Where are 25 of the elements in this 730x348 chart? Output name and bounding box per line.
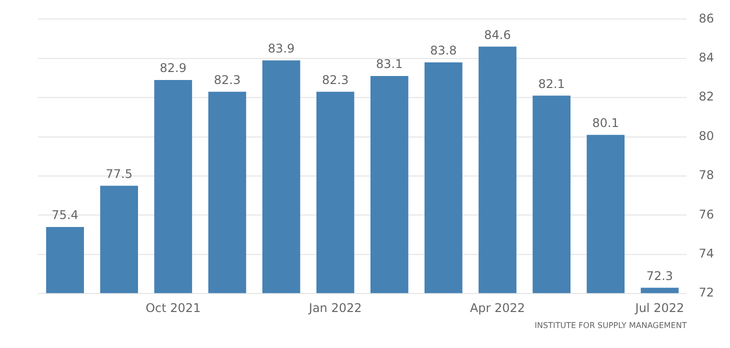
data-label: 82.9 [160, 61, 187, 76]
y-tick-label: 84 [698, 50, 714, 65]
x-tick-label: Oct 2021 [146, 300, 201, 315]
data-label: 82.3 [322, 72, 349, 87]
y-tick-label: 76 [698, 207, 714, 222]
text: INSTITUTE FOR SUPPLY MANAGEMENT [534, 321, 687, 330]
data-label: 83.1 [376, 57, 403, 72]
data-label: 83.9 [268, 41, 295, 56]
data-label: 75.4 [52, 208, 78, 222]
data-label: 83.8 [430, 43, 457, 58]
x-tick-label: Apr 2022 [470, 300, 526, 315]
data-label: 84.6 [484, 28, 511, 42]
y-tick-label: 74 [698, 246, 714, 261]
data-label: 82.1 [538, 76, 565, 91]
data-label: 77.5 [106, 166, 132, 181]
y-tick-label: 82 [698, 90, 714, 104]
x-tick-label: Jul 2022 [634, 300, 684, 315]
data-label: 80.1 [592, 116, 619, 130]
y-tick-label: 80 [698, 128, 714, 143]
x-tick-label: Jan 2022 [308, 300, 362, 315]
data-label: 72.3 [646, 268, 674, 283]
y-tick-label: 72 [698, 286, 714, 300]
y-tick-label: 86 [698, 11, 714, 26]
data-label: 82.3 [214, 72, 241, 87]
y-tick-label: 78 [698, 168, 714, 182]
